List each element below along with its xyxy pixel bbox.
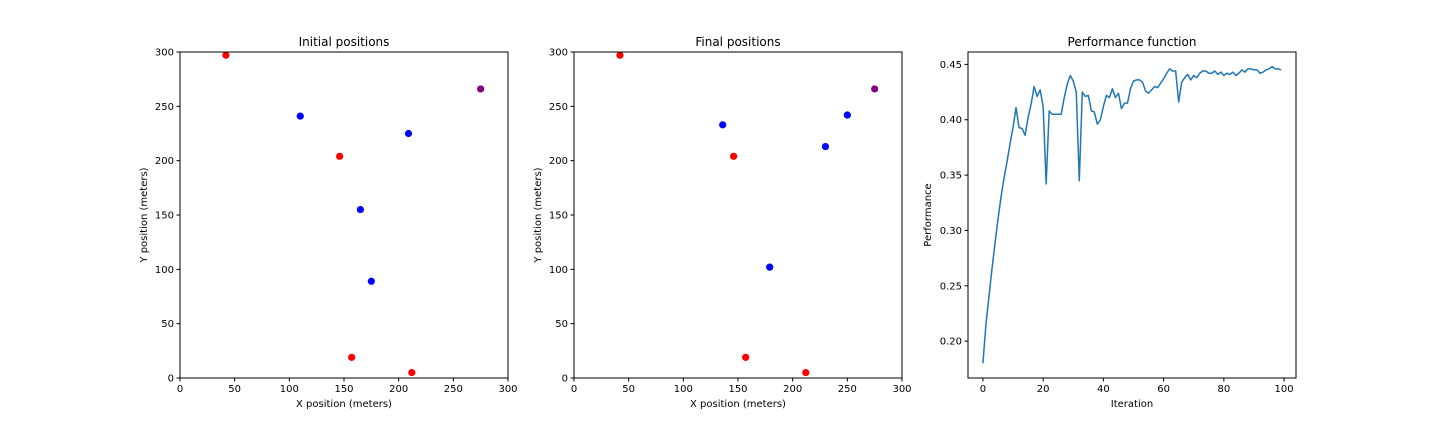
x-tick-label: 0 <box>177 384 183 395</box>
scatter-point <box>766 263 774 271</box>
x-tick-label: 250 <box>838 384 857 395</box>
axis-ticks: 0 20 40 60 80 100 0.20 0.25 0.30 0.35 0.40 0.45 <box>940 60 1294 395</box>
scatter-point <box>742 353 750 361</box>
y-tick-label: 200 <box>155 156 174 167</box>
axis-ticks: 0 50 100 150 200 250 300 0 50 100 150 200 250 300 <box>155 48 518 396</box>
scatter-point <box>843 111 851 119</box>
scatter-point <box>296 112 304 120</box>
x-tick-label: 300 <box>892 384 911 395</box>
y-tick-label: 100 <box>549 265 568 276</box>
scatter-point <box>367 277 375 285</box>
axis-ticks: 0 50 100 150 200 250 300 0 50 100 150 200 250 300 <box>549 48 912 396</box>
x-tick-label: 200 <box>389 384 408 395</box>
plot-title: Initial positions <box>299 35 390 49</box>
subplot-performance-function: Performance function 0 20 40 60 80 100 0.20 0.2… <box>923 35 1297 410</box>
y-tick-label: 0 <box>168 374 174 385</box>
x-axis-label: X position (meters) <box>690 399 786 410</box>
y-tick-label: 50 <box>161 319 174 330</box>
x-axis-label: Iteration <box>1111 399 1153 410</box>
y-axis-label: Y position (meters) <box>533 167 544 263</box>
x-tick-label: 80 <box>1217 384 1230 395</box>
y-tick-label: 0.45 <box>940 60 962 71</box>
y-tick-label: 300 <box>549 48 568 59</box>
scatter-point <box>222 51 230 59</box>
y-axis-label: Performance <box>923 183 934 246</box>
series-line <box>982 65 1282 364</box>
scatter-point <box>408 368 416 377</box>
y-tick-label: 300 <box>155 48 174 59</box>
x-tick-label: 150 <box>334 384 353 395</box>
plot-title: Performance function <box>1068 35 1197 49</box>
plot-marks <box>982 65 1282 364</box>
subplot-final-positions: Final positions 0 50 100 150 200 250 300 0 50 100… <box>533 35 912 410</box>
scatter-point <box>821 142 830 151</box>
y-axis-label: Y position (meters) <box>139 167 150 263</box>
y-tick-label: 250 <box>155 102 174 113</box>
x-tick-label: 100 <box>674 384 693 395</box>
x-tick-label: 250 <box>444 384 463 395</box>
scatter-point <box>802 368 810 377</box>
y-tick-label: 0.20 <box>940 337 962 348</box>
y-tick-label: 0.25 <box>940 281 962 292</box>
y-tick-label: 150 <box>549 211 568 222</box>
y-tick-label: 200 <box>549 156 568 167</box>
y-tick-label: 250 <box>549 102 568 113</box>
scatter-point <box>719 121 727 129</box>
y-tick-label: 150 <box>155 211 174 222</box>
x-tick-label: 150 <box>728 384 747 395</box>
y-tick-label: 0.30 <box>940 226 962 237</box>
x-tick-label: 100 <box>1275 384 1294 395</box>
scatter-point <box>348 353 356 361</box>
y-tick-label: 0 <box>562 374 568 385</box>
scatter-point <box>336 152 344 160</box>
plot-frame <box>967 51 1297 379</box>
plot-marks <box>222 51 485 377</box>
x-tick-label: 0 <box>980 384 986 395</box>
plot-title: Final positions <box>695 35 780 49</box>
x-tick-label: 0 <box>571 384 577 395</box>
y-tick-label: 0.40 <box>940 115 962 126</box>
plot-marks <box>616 51 879 377</box>
scatter-point <box>616 51 624 59</box>
scatter-point <box>730 152 738 160</box>
x-tick-label: 20 <box>1037 384 1050 395</box>
subplot-initial-positions: Initial positions 0 50 100 150 200 250 300 0 50 1… <box>139 35 518 410</box>
y-tick-label: 50 <box>555 319 568 330</box>
x-tick-label: 300 <box>498 384 517 395</box>
scatter-point <box>404 129 413 138</box>
x-tick-label: 50 <box>228 384 241 395</box>
y-tick-label: 0.35 <box>940 171 962 182</box>
x-tick-label: 60 <box>1157 384 1170 395</box>
scatter-point <box>356 205 364 214</box>
x-tick-label: 50 <box>622 384 635 395</box>
scatter-point <box>871 85 879 93</box>
x-tick-label: 200 <box>783 384 802 395</box>
x-axis-label: X position (meters) <box>296 399 392 410</box>
x-tick-label: 100 <box>280 384 299 395</box>
scatter-point <box>477 85 485 93</box>
x-tick-label: 40 <box>1097 384 1110 395</box>
y-tick-label: 100 <box>155 265 174 276</box>
